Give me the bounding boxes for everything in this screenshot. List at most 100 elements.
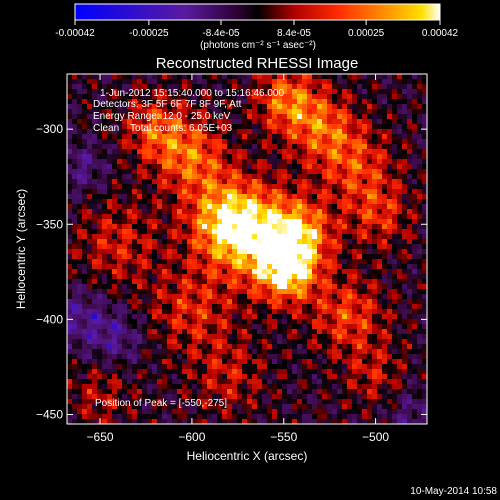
heatmap-cell (127, 189, 132, 194)
heatmap-cell (187, 219, 192, 224)
heatmap-cell (132, 319, 137, 324)
heatmap-cell (212, 84, 217, 89)
heatmap-cell (197, 144, 202, 149)
heatmap-cell (332, 389, 337, 394)
heatmap-cell (227, 119, 232, 124)
heatmap-cell (247, 364, 252, 369)
heatmap-cell (217, 164, 222, 169)
heatmap-cell (222, 319, 227, 324)
heatmap-cell (267, 229, 272, 234)
heatmap-cell (377, 329, 382, 334)
heatmap-cell (422, 184, 427, 189)
heatmap-cell (322, 104, 327, 109)
heatmap-cell (197, 154, 202, 159)
heatmap-cell (347, 359, 352, 364)
heatmap-cell (302, 214, 307, 219)
heatmap-cell (77, 314, 82, 319)
heatmap-cell (112, 374, 117, 379)
heatmap-cell (307, 139, 312, 144)
heatmap-cell (197, 134, 202, 139)
heatmap-cell (152, 139, 157, 144)
heatmap-cell (422, 159, 427, 164)
heatmap-cell (72, 189, 77, 194)
heatmap-cell (112, 369, 117, 374)
heatmap-cell (82, 344, 87, 349)
heatmap-cell (287, 179, 292, 184)
heatmap-cell (67, 294, 72, 299)
heatmap-cell (367, 174, 372, 179)
heatmap-cell (107, 309, 112, 314)
heatmap-cell (367, 114, 372, 119)
heatmap-cell (227, 344, 232, 349)
heatmap-cell (277, 179, 282, 184)
heatmap-cell (347, 329, 352, 334)
heatmap-cell (357, 289, 362, 294)
heatmap-cell (362, 74, 367, 79)
heatmap-cell (402, 114, 407, 119)
heatmap-cell (277, 84, 282, 89)
heatmap-cell (187, 179, 192, 184)
heatmap-cell (187, 194, 192, 199)
heatmap-cell (152, 269, 157, 274)
heatmap-cell (402, 139, 407, 144)
heatmap-cell (237, 299, 242, 304)
heatmap-cell (167, 234, 172, 239)
heatmap-cell (72, 129, 77, 134)
heatmap-cell (222, 164, 227, 169)
heatmap-cell (227, 104, 232, 109)
heatmap-cell (327, 374, 332, 379)
heatmap-cell (262, 309, 267, 314)
heatmap-cell (152, 129, 157, 134)
heatmap-cell (142, 414, 147, 419)
heatmap-cell (382, 114, 387, 119)
heatmap-cell (242, 349, 247, 354)
heatmap-cell (212, 379, 217, 384)
heatmap-cell (392, 289, 397, 294)
heatmap-cell (292, 254, 297, 259)
heatmap-cell (417, 164, 422, 169)
heatmap-cell (72, 229, 77, 234)
heatmap-cell (287, 214, 292, 219)
heatmap-cell (147, 79, 152, 84)
heatmap-cell (192, 404, 197, 409)
heatmap-cell (327, 219, 332, 224)
heatmap-cell (97, 179, 102, 184)
heatmap-cell (407, 324, 412, 329)
heatmap-cell (217, 369, 222, 374)
heatmap-cell (362, 254, 367, 259)
heatmap-cell (377, 374, 382, 379)
heatmap-cell (222, 304, 227, 309)
heatmap-cell (407, 249, 412, 254)
heatmap-cell (117, 289, 122, 294)
heatmap-cell (247, 389, 252, 394)
heatmap-cell (377, 114, 382, 119)
heatmap-cell (127, 394, 132, 399)
heatmap-cell (347, 349, 352, 354)
heatmap-cell (197, 224, 202, 229)
heatmap-cell (262, 249, 267, 254)
heatmap-cell (177, 384, 182, 389)
heatmap-cell (297, 144, 302, 149)
heatmap-cell (422, 114, 427, 119)
heatmap-cell (312, 379, 317, 384)
heatmap-cell (192, 159, 197, 164)
heatmap-cell (242, 159, 247, 164)
heatmap-cell (207, 169, 212, 174)
heatmap-cell (327, 164, 332, 169)
heatmap-cell (352, 249, 357, 254)
heatmap-cell (137, 114, 142, 119)
heatmap-cell (152, 379, 157, 384)
heatmap-cell (132, 369, 137, 374)
heatmap-cell (297, 414, 302, 419)
heatmap-cell (267, 284, 272, 289)
heatmap-cell (302, 264, 307, 269)
heatmap-cell (212, 74, 217, 79)
heatmap-cell (362, 399, 367, 404)
heatmap-cell (327, 279, 332, 284)
heatmap-cell (352, 264, 357, 269)
heatmap-cell (77, 174, 82, 179)
heatmap-cell (157, 179, 162, 184)
heatmap-cell (367, 299, 372, 304)
heatmap-cell (222, 274, 227, 279)
heatmap-cell (382, 119, 387, 124)
